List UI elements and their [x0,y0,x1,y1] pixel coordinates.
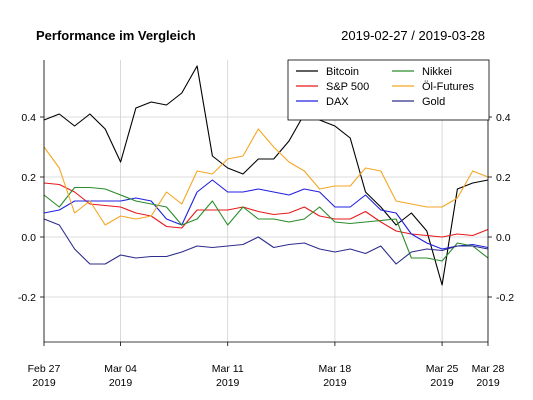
y-tick-label-left: 0.4 [21,112,36,124]
legend-label--l-futures: Öl-Futures [422,81,474,93]
legend-label-bitcoin: Bitcoin [326,66,359,78]
series-line-s-p-500 [43,182,489,238]
x-tick-label-date: Feb 27 [28,363,61,375]
x-tick-label-date: Mar 28 [472,363,505,375]
series-line-dax [43,179,489,250]
x-tick-label-year: 2019 [216,377,240,389]
x-tick-label-date: Mar 04 [104,363,137,375]
y-tick-label-right: -0.2 [496,292,514,304]
legend-label-s-p-500: S&P 500 [326,81,369,93]
y-tick-label-left: 0.0 [21,232,36,244]
series-line--l-futures [43,128,489,226]
x-tick-label-year: 2019 [476,377,500,389]
legend-label-dax: DAX [326,96,349,108]
legend-label-gold: Gold [422,96,445,108]
series-line-nikkei [43,186,489,262]
x-tick-label-year: 2019 [109,377,133,389]
y-tick-label-right: 0.0 [496,232,511,244]
series-line-bitcoin [43,65,489,286]
y-axis-left: -0.2 0.0 0.2 0.4 [18,60,45,342]
series-lines [43,65,489,286]
legend: Bitcoin S&P 500 DAX Nikkei Öl-Futures Gold [287,59,490,121]
legend-label-nikkei: Nikkei [422,66,452,78]
x-axis: Feb 27 2019 Mar 04 2019 Mar 11 2019 Mar 18 2019… [28,341,505,389]
x-tick-label-year: 2019 [323,377,347,389]
y-tick-label-right: 0.4 [496,112,511,124]
series-line-gold [43,218,489,265]
x-tick-label-date: Mar 11 [212,363,244,375]
y-tick-label-right: 0.2 [496,172,511,184]
legend-box [287,59,490,121]
x-tick-label-date: Mar 25 [426,363,459,375]
x-tick-label-date: Mar 18 [319,363,352,375]
x-tick-label-year: 2019 [32,377,56,389]
x-tick-label-year: 2019 [430,377,454,389]
chart-title: Performance im Vergleich [36,28,196,43]
y-tick-label-left: -0.2 [18,292,36,304]
y-axis-right: -0.2 0.0 0.2 0.4 [487,60,514,342]
date-range: 2019-02-27 / 2019-03-28 [341,28,485,43]
y-tick-label-left: 0.2 [21,172,36,184]
